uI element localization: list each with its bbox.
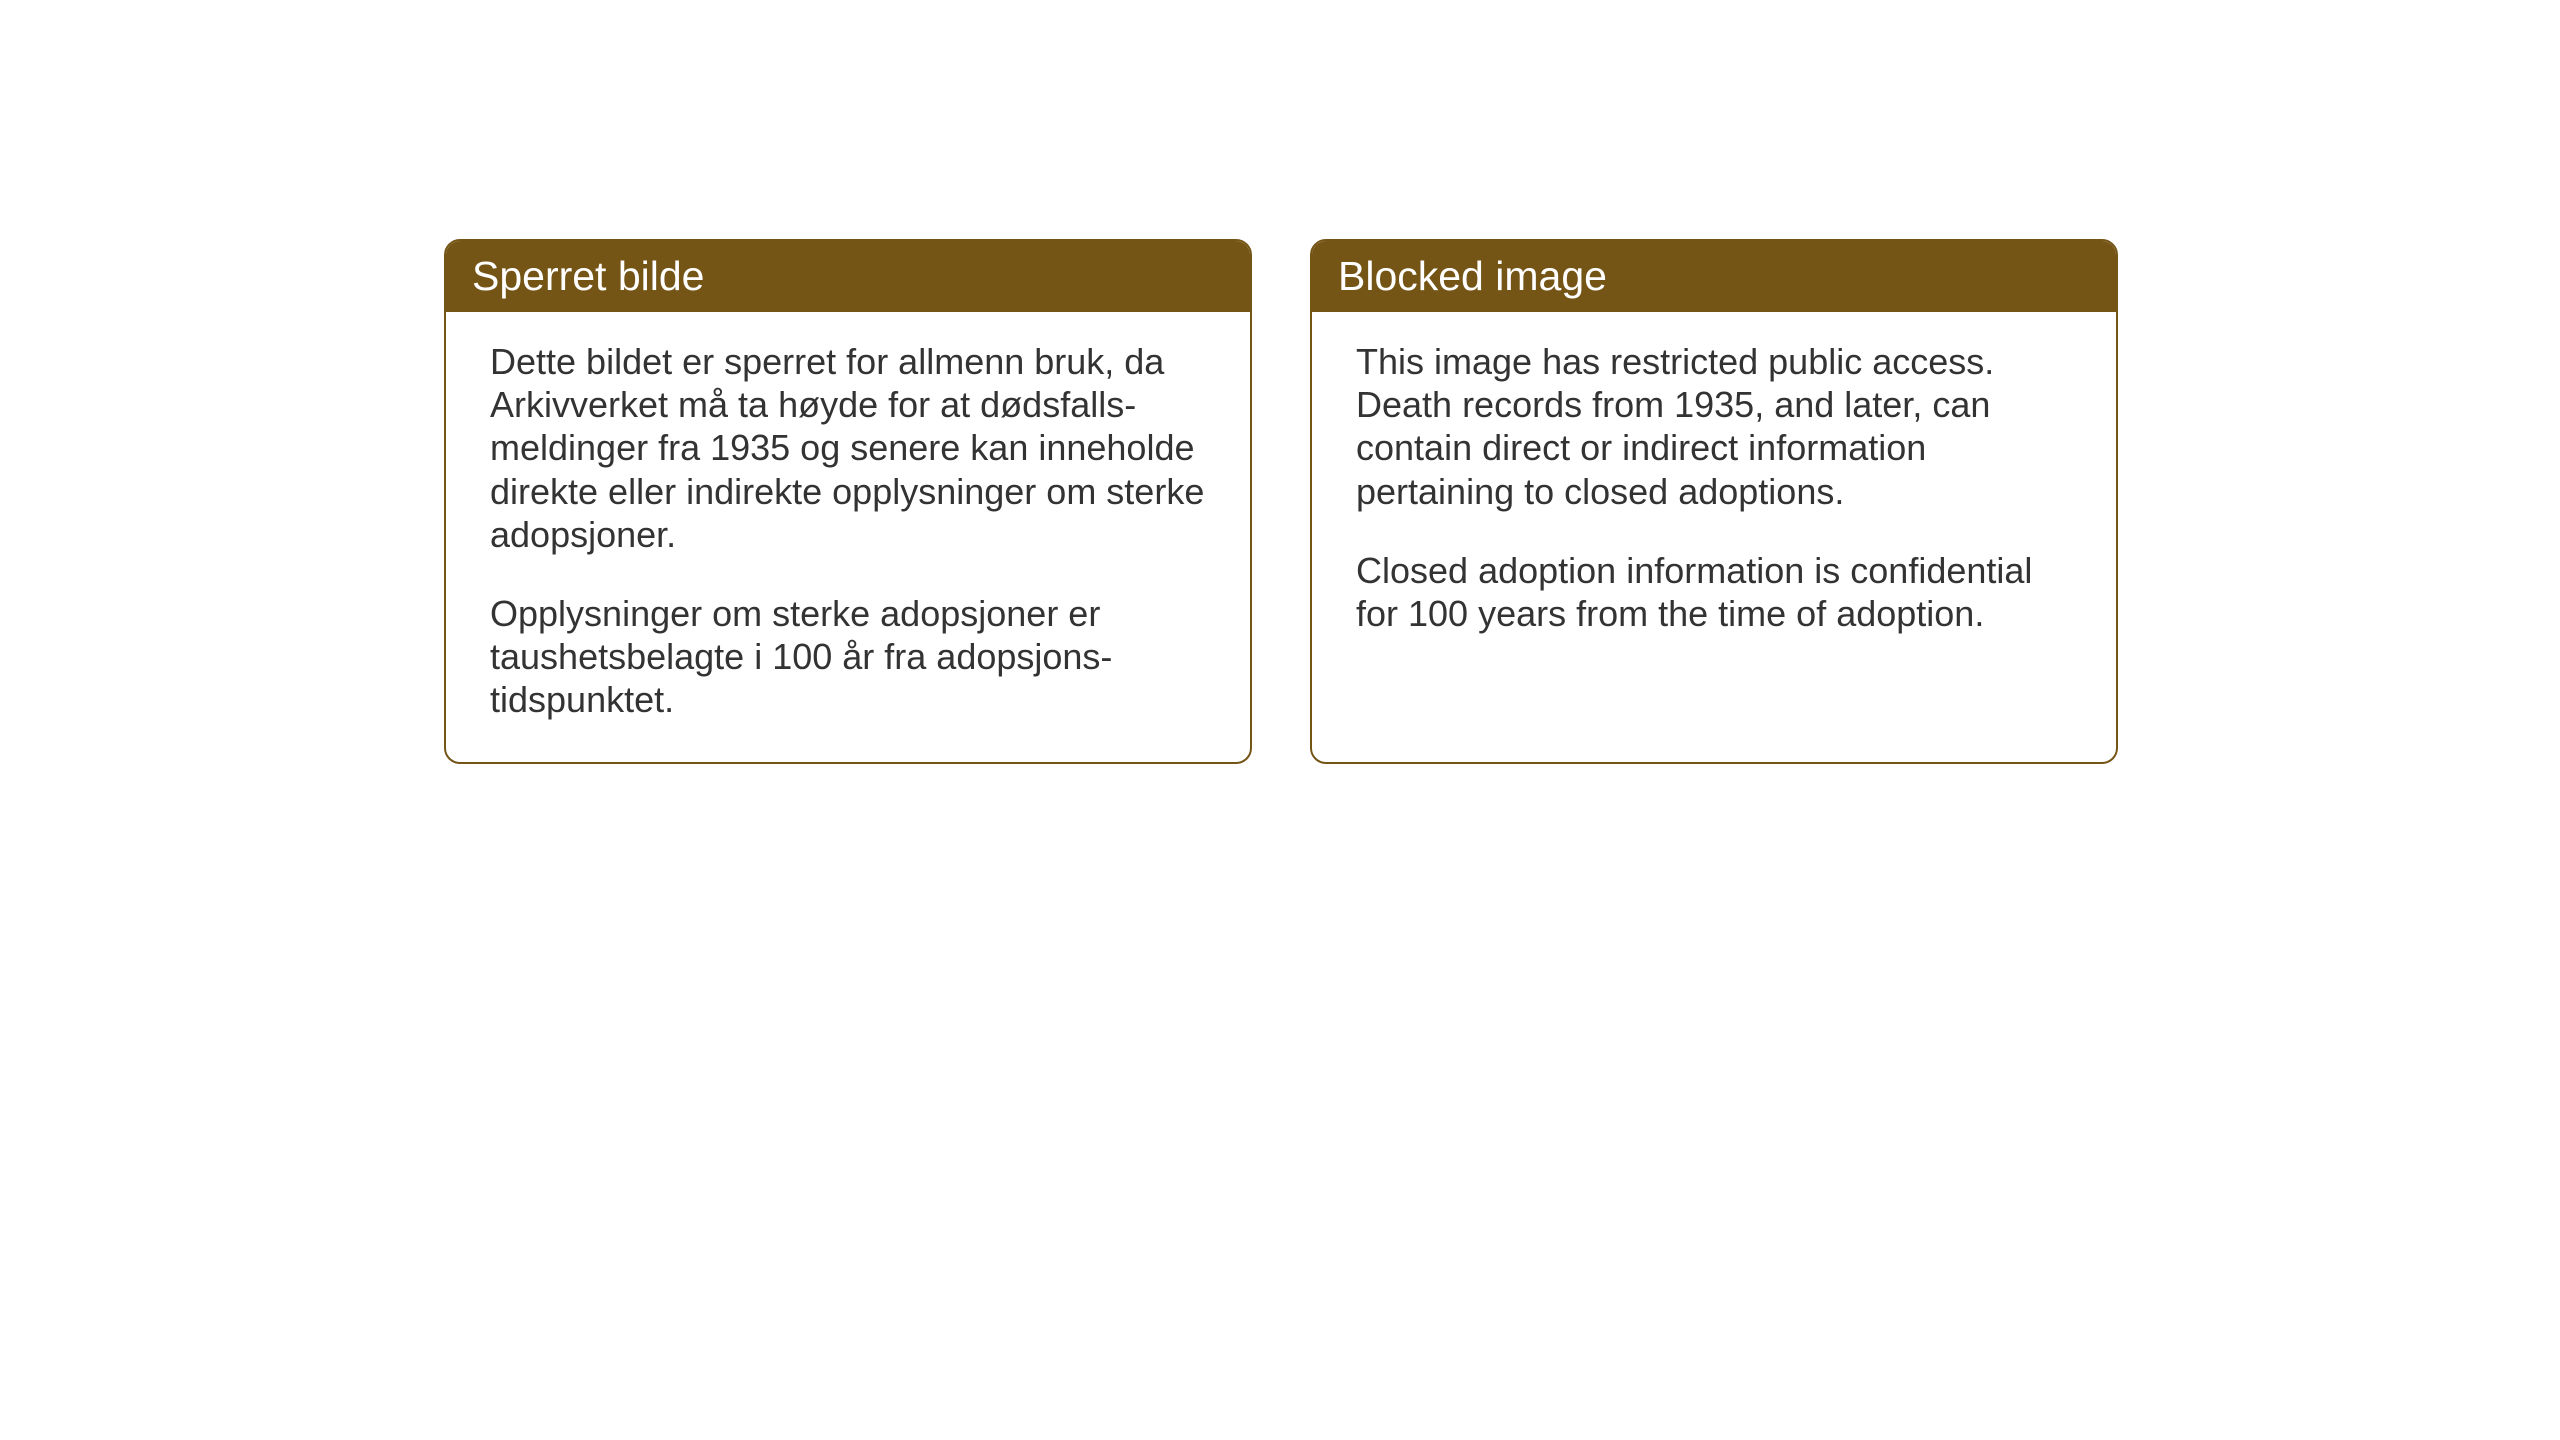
english-paragraph-1: This image has restricted public access.… <box>1356 340 2072 513</box>
norwegian-card-title: Sperret bilde <box>446 241 1250 312</box>
english-paragraph-2: Closed adoption information is confident… <box>1356 549 2072 635</box>
english-card: Blocked image This image has restricted … <box>1310 239 2118 764</box>
english-card-body: This image has restricted public access.… <box>1312 312 2116 675</box>
norwegian-card-body: Dette bildet er sperret for allmenn bruk… <box>446 312 1250 762</box>
norwegian-card: Sperret bilde Dette bildet er sperret fo… <box>444 239 1252 764</box>
cards-container: Sperret bilde Dette bildet er sperret fo… <box>444 239 2118 764</box>
norwegian-paragraph-1: Dette bildet er sperret for allmenn bruk… <box>490 340 1206 556</box>
norwegian-paragraph-2: Opplysninger om sterke adopsjoner er tau… <box>490 592 1206 722</box>
english-card-title: Blocked image <box>1312 241 2116 312</box>
